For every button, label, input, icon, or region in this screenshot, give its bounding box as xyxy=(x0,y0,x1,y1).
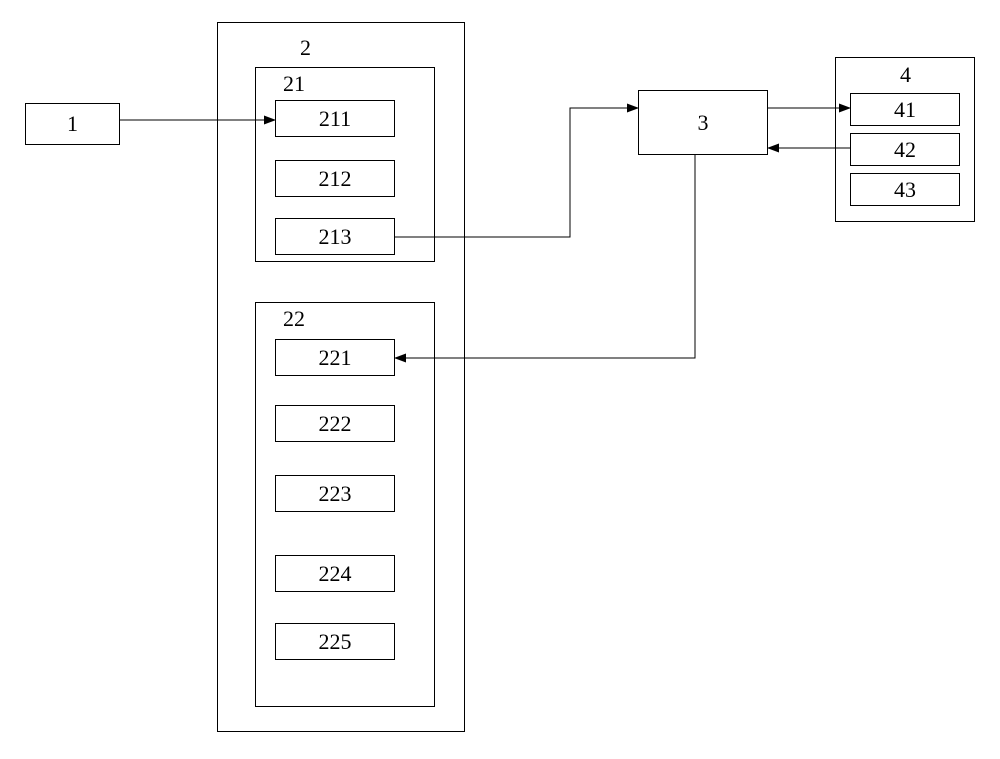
node-224: 224 xyxy=(275,555,395,592)
node-225: 225 xyxy=(275,623,395,660)
node-1: 1 xyxy=(25,103,120,145)
node-42: 42 xyxy=(850,133,960,166)
node-42-label: 42 xyxy=(894,137,916,163)
node-3: 3 xyxy=(638,90,768,155)
node-212: 212 xyxy=(275,160,395,197)
node-222-label: 222 xyxy=(319,411,352,437)
node-21-label: 21 xyxy=(283,71,305,97)
node-4-label: 4 xyxy=(900,62,911,88)
node-41-label: 41 xyxy=(894,97,916,123)
node-225-label: 225 xyxy=(319,629,352,655)
node-224-label: 224 xyxy=(319,561,352,587)
node-1-label: 1 xyxy=(67,111,78,137)
node-221-label: 221 xyxy=(319,345,352,371)
node-22-label: 22 xyxy=(283,306,305,332)
node-41: 41 xyxy=(850,93,960,126)
node-222: 222 xyxy=(275,405,395,442)
node-211: 211 xyxy=(275,100,395,137)
node-3-label: 3 xyxy=(698,110,709,136)
node-213-label: 213 xyxy=(319,224,352,250)
node-223: 223 xyxy=(275,475,395,512)
node-2-label: 2 xyxy=(300,35,311,61)
node-213: 213 xyxy=(275,218,395,255)
node-212-label: 212 xyxy=(319,166,352,192)
node-221: 221 xyxy=(275,339,395,376)
node-223-label: 223 xyxy=(319,481,352,507)
node-211-label: 211 xyxy=(319,106,351,132)
node-43: 43 xyxy=(850,173,960,206)
node-43-label: 43 xyxy=(894,177,916,203)
